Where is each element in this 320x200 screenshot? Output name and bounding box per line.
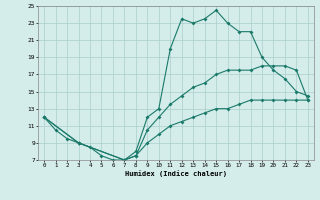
X-axis label: Humidex (Indice chaleur): Humidex (Indice chaleur) [125,170,227,177]
